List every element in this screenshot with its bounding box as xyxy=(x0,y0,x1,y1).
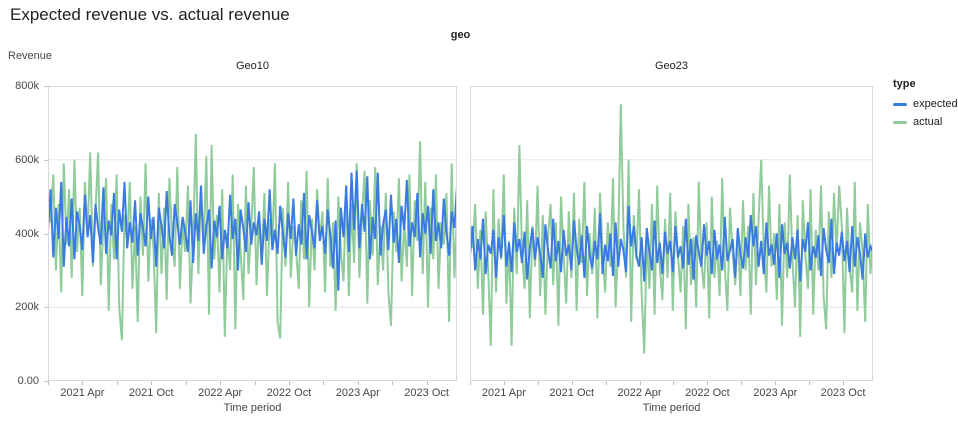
x-axis-geo10: 2021 Apr 2021 Oct 2022 Apr 2022 Oct 2023 Apr… xyxy=(48,381,457,407)
expected-line-swatch xyxy=(893,102,907,106)
x-tick-mark xyxy=(741,381,743,385)
x-tick-mark xyxy=(220,381,222,385)
x-tick-label: 2023 Oct xyxy=(820,387,866,399)
x-tick-mark xyxy=(357,381,359,385)
x-tick-mark xyxy=(503,381,505,385)
x-tick-mark xyxy=(323,381,325,385)
x-tick-mark xyxy=(537,381,539,385)
y-tick-mark xyxy=(44,86,48,87)
x-tick-mark xyxy=(82,381,84,385)
x-tick-label: 2023 Oct xyxy=(404,387,449,399)
legend-item-label: expected xyxy=(913,98,958,110)
x-tick-mark xyxy=(571,381,573,385)
x-tick-mark xyxy=(639,381,641,385)
x-tick-mark xyxy=(48,381,49,385)
y-tick-label: 800k xyxy=(15,80,39,92)
line-chart-geo23 xyxy=(470,86,873,381)
x-tick-mark xyxy=(605,381,607,385)
x-tick-label: 2022 Oct xyxy=(685,387,730,399)
x-tick-mark xyxy=(426,381,428,385)
x-tick-mark xyxy=(151,381,153,385)
y-axis-title: Revenue xyxy=(8,50,53,62)
facet-title-geo23: Geo23 xyxy=(654,60,689,72)
y-tick-mark xyxy=(44,381,48,382)
x-tick-mark xyxy=(185,381,187,385)
x-tick-mark xyxy=(288,381,290,385)
y-tick-label: 600k xyxy=(15,153,39,166)
x-tick-label: 2022 Apr xyxy=(198,387,243,399)
y-tick-label: 400k xyxy=(15,227,39,240)
x-tick-mark xyxy=(809,381,811,385)
x-tick-label: 2023 Apr xyxy=(335,387,380,399)
y-tick-label: 200k xyxy=(15,301,39,314)
facet-field-label: geo xyxy=(450,29,471,41)
x-tick-mark xyxy=(470,381,471,385)
x-tick-mark xyxy=(392,381,394,385)
legend: type expected actual xyxy=(893,78,958,134)
x-tick-mark xyxy=(775,381,777,385)
x-tick-mark xyxy=(843,381,845,385)
chart-panel-geo23[interactable] xyxy=(470,86,873,381)
line-chart-geo10 xyxy=(48,86,457,381)
x-tick-mark xyxy=(116,381,118,385)
x-tick-label: 2022 Apr xyxy=(617,387,662,399)
legend-item-label: actual xyxy=(913,116,943,128)
x-tick-mark xyxy=(254,381,256,385)
facet-title-geo10: Geo10 xyxy=(235,60,270,72)
y-tick-label: 0.00 xyxy=(17,375,39,387)
x-tick-label: 2022 Oct xyxy=(266,387,312,399)
chart-panel-geo10[interactable] xyxy=(48,86,457,381)
x-tick-mark xyxy=(707,381,709,385)
y-tick-mark xyxy=(44,233,48,235)
page-title: Expected revenue vs. actual revenue xyxy=(10,5,290,24)
legend-title: type xyxy=(893,78,916,90)
x-axis-title-geo23: Time period xyxy=(642,402,701,414)
x-tick-label: 2021 Apr xyxy=(60,387,105,399)
x-tick-label: 2021 Apr xyxy=(481,387,526,399)
legend-item-actual[interactable]: actual xyxy=(893,116,958,128)
legend-item-expected[interactable]: expected xyxy=(893,98,958,110)
x-axis-title-geo10: Time period xyxy=(223,402,282,414)
x-tick-mark xyxy=(673,381,675,385)
y-tick-mark xyxy=(44,159,48,161)
x-tick-label: 2021 Oct xyxy=(549,387,595,399)
y-tick-mark xyxy=(44,307,48,309)
actual-line-swatch xyxy=(893,120,907,124)
x-tick-label: 2023 Apr xyxy=(753,387,798,399)
y-axis: 800k 600k 400k 200k 0.00 xyxy=(0,80,48,387)
x-axis-geo23: 2021 Apr 2021 Oct 2022 Apr 2022 Oct 2023 Apr… xyxy=(470,381,873,407)
x-tick-label: 2021 Oct xyxy=(128,387,174,399)
